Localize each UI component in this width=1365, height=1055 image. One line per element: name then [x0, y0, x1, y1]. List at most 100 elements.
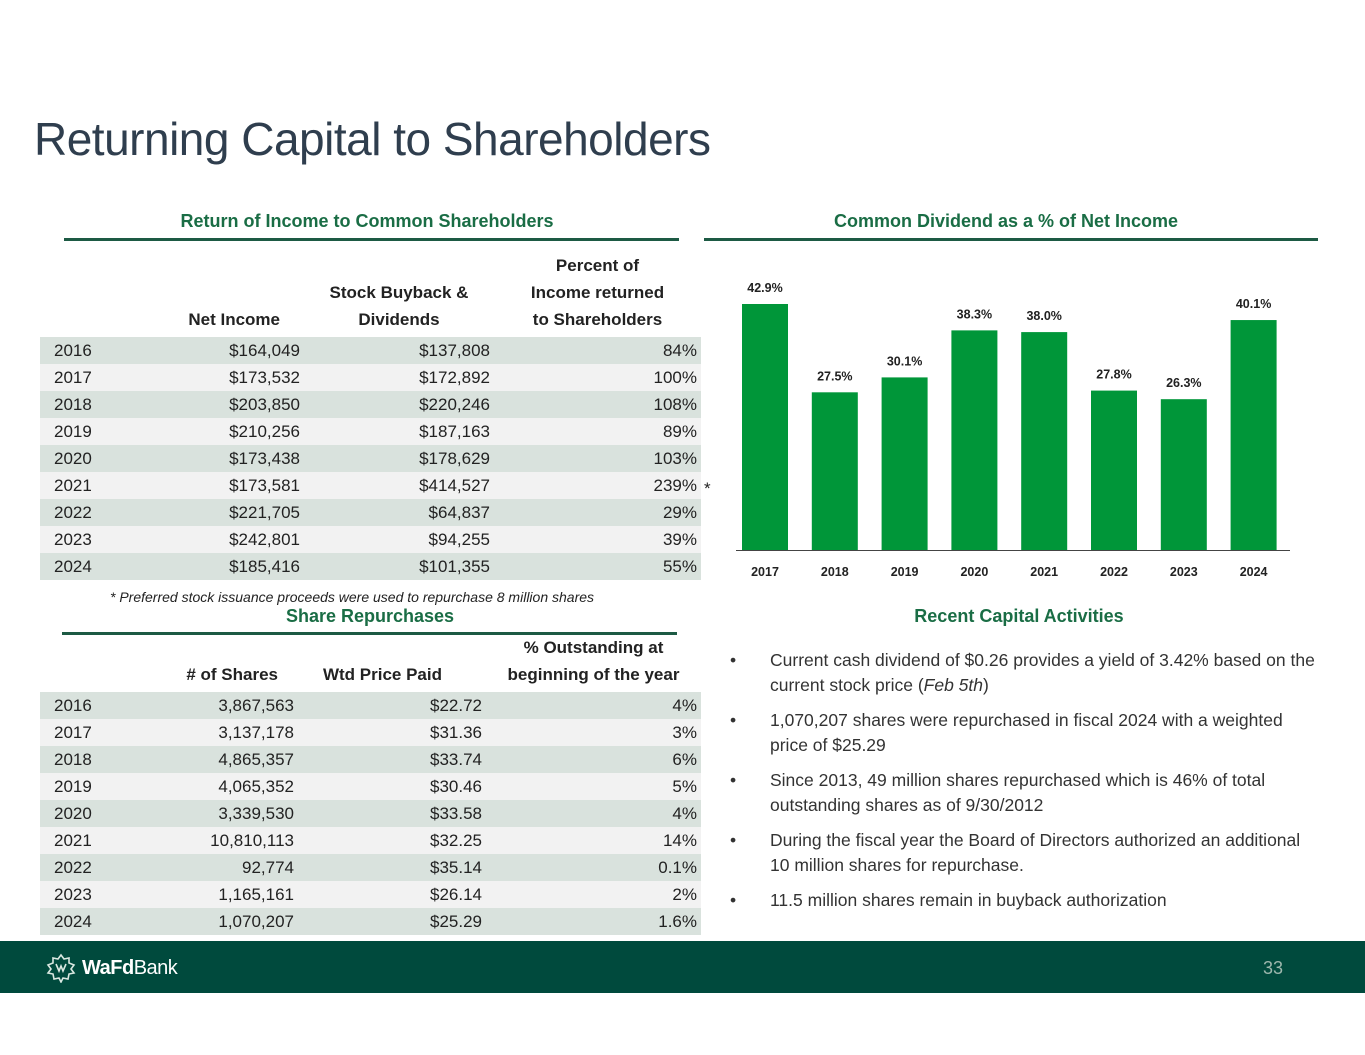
- repurchase-table: # of Shares Wtd Price Paid % Outstanding…: [40, 634, 701, 935]
- year-cell: 2019: [40, 773, 130, 800]
- bar-value-label: 40.1%: [1236, 297, 1271, 311]
- value-cell: $414,527: [304, 472, 494, 499]
- value-cell: $94,255: [304, 526, 494, 553]
- activity-text: 11.5 million shares remain in buyback au…: [770, 890, 1167, 910]
- year-cell: 2024: [40, 908, 130, 935]
- col-buyback-dividends: Stock Buyback & Dividends: [329, 283, 469, 329]
- value-cell: $173,438: [130, 445, 304, 472]
- return-table-heading: Return of Income to Common Shareholders: [180, 211, 554, 231]
- value-cell: 0.1%: [486, 854, 701, 881]
- value-cell: 108%: [494, 391, 701, 418]
- return-table-row: 2020 $173,438 $178,629 103%: [40, 445, 701, 472]
- value-cell: 4,065,352: [130, 773, 298, 800]
- return-table-row: 2019 $210,256 $187,163 89%: [40, 418, 701, 445]
- value-cell: 5%: [486, 773, 701, 800]
- dividend-chart: 42.9% 2017 27.5% 2018 30.1% 2019 38.3% 2020 38.0…: [736, 281, 1290, 579]
- x-tick-label: 2020: [960, 565, 988, 579]
- value-cell: 3,867,563: [130, 692, 298, 719]
- value-cell: $173,532: [130, 364, 304, 391]
- activity-item: • Current cash dividend of $0.26 provides…: [730, 648, 1320, 698]
- wafd-logo: WaFdBank: [46, 953, 178, 983]
- col-wtd-price: Wtd Price Paid: [322, 665, 442, 684]
- x-tick-label: 2021: [1030, 565, 1058, 579]
- repurchase-table-row: 2018 4,865,357 $33.74 6%: [40, 746, 701, 773]
- value-cell: 89%: [494, 418, 701, 445]
- col-percent-returned: Percent of Income returned to Shareholde…: [530, 256, 665, 329]
- return-table-row: 2016 $164,049 $137,808 84%: [40, 337, 701, 364]
- value-cell: $32.25: [298, 827, 486, 854]
- repurchase-table-rule: [62, 632, 677, 635]
- repurchase-table-row: 2022 92,774 $35.14 0.1%: [40, 854, 701, 881]
- x-tick-label: 2017: [751, 565, 779, 579]
- bullet-icon: •: [730, 890, 737, 910]
- value-cell: $31.36: [298, 719, 486, 746]
- value-cell: 103%: [494, 445, 701, 472]
- value-cell: 6%: [486, 746, 701, 773]
- col-pct-outstanding: % Outstanding at beginning of the year: [507, 638, 680, 684]
- footer-bar: WaFdBank 33: [0, 941, 1365, 993]
- value-cell: $22.72: [298, 692, 486, 719]
- year-cell: 2018: [40, 391, 130, 418]
- activity-text: During the fiscal year the Board of Dire…: [770, 830, 1301, 875]
- bar-value-label: 42.9%: [747, 281, 782, 295]
- activity-text: Current cash dividend of $0.26 provides …: [770, 650, 1315, 695]
- logo-wordmark: WaFdBank: [82, 956, 178, 979]
- value-cell: 92,774: [130, 854, 298, 881]
- value-cell: $137,808: [304, 337, 494, 364]
- bar-value-label: 27.5%: [817, 369, 852, 383]
- bar-value-label: 38.3%: [957, 307, 992, 321]
- year-cell: 2019: [40, 418, 130, 445]
- value-cell: 100%: [494, 364, 701, 391]
- value-cell: $242,801: [130, 526, 304, 553]
- footnote: * Preferred stock issuance proceeds were…: [110, 589, 595, 605]
- bullet-icon: •: [730, 710, 737, 730]
- value-cell: 14%: [486, 827, 701, 854]
- value-cell: $173,581: [130, 472, 304, 499]
- bullet-icon: •: [730, 770, 737, 790]
- page-title: Returning Capital to Shareholders: [34, 113, 711, 165]
- activity-text-end: ): [983, 675, 989, 695]
- bar-2023: [1160, 399, 1207, 550]
- value-cell: 3,137,178: [130, 719, 298, 746]
- col-net-income: Net Income: [188, 310, 280, 329]
- year-cell: 2016: [40, 337, 130, 364]
- activity-text: 1,070,207 shares were repurchased in fis…: [770, 710, 1283, 755]
- bar-value-label: 38.0%: [1026, 309, 1061, 323]
- activities-list: • Current cash dividend of $0.26 provides…: [730, 648, 1320, 923]
- return-table-row: 2024 $185,416 $101,355 55%: [40, 553, 701, 580]
- value-cell: $178,629: [304, 445, 494, 472]
- value-cell: $101,355: [304, 553, 494, 580]
- value-cell: 1.6%: [486, 908, 701, 935]
- return-table-row: 2023 $242,801 $94,255 39%: [40, 526, 701, 553]
- activity-text: Since 2013, 49 million shares repurchase…: [770, 770, 1266, 815]
- value-cell: $172,892: [304, 364, 494, 391]
- value-cell: $220,246: [304, 391, 494, 418]
- value-cell: $26.14: [298, 881, 486, 908]
- year-cell: 2017: [40, 719, 130, 746]
- bar-2021: [1021, 332, 1068, 550]
- value-cell: $221,705: [130, 499, 304, 526]
- bullet-icon: •: [730, 830, 737, 850]
- bar-2018: [811, 392, 858, 550]
- return-table-row: 2022 $221,705 $64,837 29%: [40, 499, 701, 526]
- year-cell: 2022: [40, 854, 130, 881]
- year-cell: 2016: [40, 692, 130, 719]
- year-cell: 2022: [40, 499, 130, 526]
- x-tick-label: 2024: [1240, 565, 1268, 579]
- value-cell: $25.29: [298, 908, 486, 935]
- bar-value-label: 27.8%: [1096, 368, 1131, 382]
- value-cell: $203,850: [130, 391, 304, 418]
- activity-item: • During the fiscal year the Board of Dir…: [730, 828, 1320, 878]
- page-number: 33: [1262, 958, 1283, 978]
- x-tick-label: 2018: [821, 565, 849, 579]
- repurchase-table-row: 2019 4,065,352 $30.46 5%: [40, 773, 701, 800]
- value-cell: 29%: [494, 499, 701, 526]
- col-num-shares: # of Shares: [186, 665, 278, 684]
- repurchase-table-heading: Share Repurchases: [285, 606, 455, 626]
- chart-heading: Common Dividend as a % of Net Income: [833, 211, 1179, 231]
- year-cell: 2021: [40, 827, 130, 854]
- value-cell: 10,810,113: [130, 827, 298, 854]
- value-cell: $210,256: [130, 418, 304, 445]
- year-cell: 2021: [40, 472, 130, 499]
- repurchase-table-row: 2016 3,867,563 $22.72 4%: [40, 692, 701, 719]
